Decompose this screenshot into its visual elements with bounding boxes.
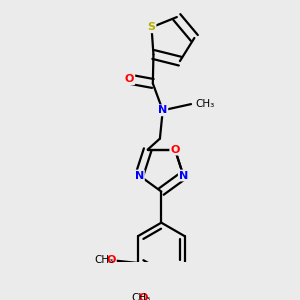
Text: N: N	[179, 170, 188, 181]
Text: O: O	[170, 145, 180, 154]
Text: O: O	[138, 293, 148, 300]
Text: N: N	[158, 105, 167, 115]
Text: S: S	[148, 22, 155, 32]
Text: O: O	[106, 255, 116, 265]
Text: CH₃: CH₃	[95, 255, 114, 265]
Text: N: N	[135, 170, 144, 181]
Text: CH₃: CH₃	[195, 99, 214, 109]
Text: O: O	[125, 74, 134, 84]
Text: CH₃: CH₃	[132, 293, 151, 300]
